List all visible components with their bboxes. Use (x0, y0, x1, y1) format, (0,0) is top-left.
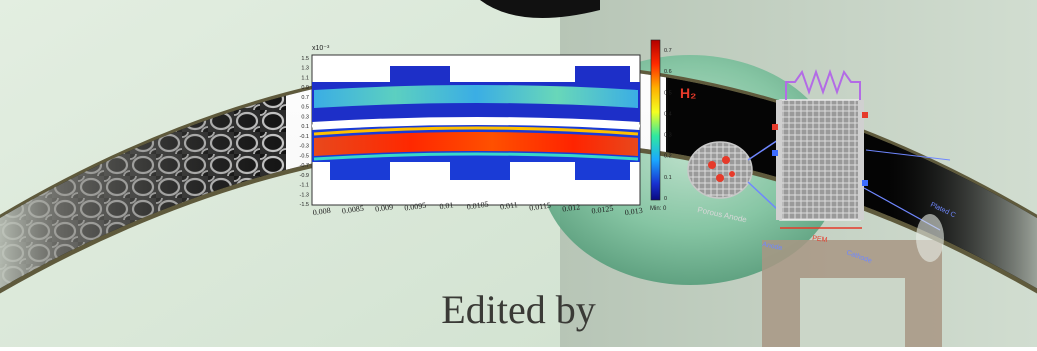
y-tick-label: -0.7 (300, 163, 309, 169)
y-tick-label: -0.9 (300, 173, 309, 179)
colorbar-tick-label: 0.6 (664, 69, 672, 75)
anode-label: Anode (762, 241, 783, 252)
colorbar-min-label: Min: 0 (650, 206, 667, 212)
colorbar-tick-label: 0.3 (664, 133, 672, 139)
y-tick-label: -1.5 (300, 202, 309, 208)
x-tick-label: 0.0125 (591, 204, 614, 216)
pem-label: PEM (812, 235, 828, 244)
y-tick-label: 0.3 (301, 114, 309, 120)
x-tick-label: 0.009 (375, 202, 394, 213)
colorbar-tick-label: 0 (664, 196, 667, 202)
x-tick-label: 0.011 (499, 200, 518, 211)
fuel-cell-schematic (687, 68, 951, 262)
y-tick-label: 0.7 (301, 95, 309, 101)
y-tick-label: 1.5 (301, 56, 309, 62)
x-tick-label: 0.01 (439, 200, 454, 211)
x-tick-label: 0.0085 (341, 204, 364, 216)
x-tick-label: 0.0095 (404, 201, 427, 213)
x-tick-label: 0.0115 (529, 201, 552, 213)
y-tick-label: -0.3 (300, 144, 309, 150)
circuit-wire (785, 68, 861, 100)
x-tick-label: 0.008 (312, 206, 331, 217)
y-tick-label: 0.9 (301, 85, 309, 91)
y-tick-label: 1.1 (301, 75, 309, 81)
x-tick-label: 0.013 (624, 206, 643, 217)
colorbar-tick-label: 0.4 (664, 111, 672, 117)
heatmap-plot: 1.5 1.3 1.1 0.9 0.7 0.5 0.3 0.1 -0.1 -0.3 -0.5 -0.7… (300, 39, 672, 217)
y-tick-label: -0.5 (300, 153, 309, 159)
y-tick-label: 0.5 (301, 105, 309, 111)
species-label: H₂ (680, 85, 696, 101)
x-tick-label: 0.0105 (466, 200, 489, 212)
y-tick-label: 0.1 (301, 124, 309, 130)
colorbar-tick-label: 0.1 (664, 175, 672, 181)
colorbar (650, 39, 661, 201)
exponent-label: x10⁻³ (312, 45, 330, 52)
y-tick-label: -0.1 (300, 134, 309, 140)
y-tick-label: -1.3 (300, 192, 309, 198)
porous-anode-circle (687, 141, 753, 199)
colorbar-tick-label: 0.7 (664, 48, 672, 54)
y-tick-label: -1.1 (300, 183, 309, 189)
colorbar-tick-label: 0.5 (664, 90, 672, 96)
pem-membrane (779, 99, 861, 221)
colorbar-tick-label: 0.2 (664, 154, 672, 160)
x-tick-label: 0.012 (562, 202, 581, 213)
edited-by-caption: Edited by (441, 287, 596, 332)
y-tick-label: 1.3 (301, 66, 309, 72)
